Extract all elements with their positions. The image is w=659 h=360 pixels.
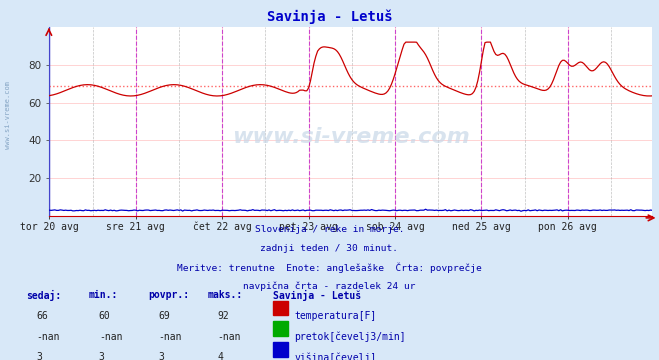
- Text: pretok[čevelj3/min]: pretok[čevelj3/min]: [295, 332, 406, 342]
- Text: min.:: min.:: [89, 290, 119, 300]
- Text: -nan: -nan: [36, 332, 60, 342]
- Text: -nan: -nan: [158, 332, 182, 342]
- Text: 60: 60: [99, 311, 111, 321]
- Text: 3: 3: [158, 352, 164, 360]
- Text: Slovenija / reke in morje.: Slovenija / reke in morje.: [255, 225, 404, 234]
- Text: maks.:: maks.:: [208, 290, 243, 300]
- Text: 3: 3: [36, 352, 42, 360]
- Text: zadnji teden / 30 minut.: zadnji teden / 30 minut.: [260, 244, 399, 253]
- Text: višina[čevelj]: višina[čevelj]: [295, 352, 377, 360]
- Text: 69: 69: [158, 311, 170, 321]
- Text: povpr.:: povpr.:: [148, 290, 189, 300]
- Text: navpična črta - razdelek 24 ur: navpična črta - razdelek 24 ur: [243, 281, 416, 291]
- Text: Savinja - Letuš: Savinja - Letuš: [267, 9, 392, 23]
- Text: www.si-vreme.com: www.si-vreme.com: [5, 81, 11, 149]
- Text: 4: 4: [217, 352, 223, 360]
- Text: www.si-vreme.com: www.si-vreme.com: [232, 127, 470, 147]
- Text: Savinja - Letuš: Savinja - Letuš: [273, 290, 362, 301]
- Text: -nan: -nan: [217, 332, 241, 342]
- Text: temperatura[F]: temperatura[F]: [295, 311, 377, 321]
- Text: 66: 66: [36, 311, 48, 321]
- Text: Meritve: trenutne  Enote: anglešaške  Črta: povprečje: Meritve: trenutne Enote: anglešaške Črta…: [177, 262, 482, 273]
- Text: -nan: -nan: [99, 332, 123, 342]
- Text: 3: 3: [99, 352, 105, 360]
- Text: sedaj:: sedaj:: [26, 290, 61, 301]
- Text: 92: 92: [217, 311, 229, 321]
